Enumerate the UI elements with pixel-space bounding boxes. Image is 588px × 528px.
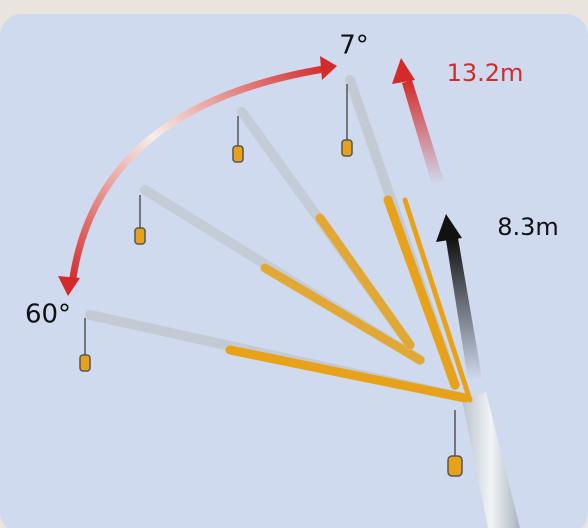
angle-max-label: 60°: [25, 300, 71, 330]
crane-diagram: 7° 13.2m 60° 8.3m: [0, 0, 588, 528]
extension-base-label: 8.3m: [497, 213, 559, 241]
page: {"labels": {"angle_min": "7°", "extensio…: [0, 0, 588, 528]
angle-min-label: 7°: [339, 31, 369, 61]
extension-top-label: 13.2m: [447, 59, 524, 87]
